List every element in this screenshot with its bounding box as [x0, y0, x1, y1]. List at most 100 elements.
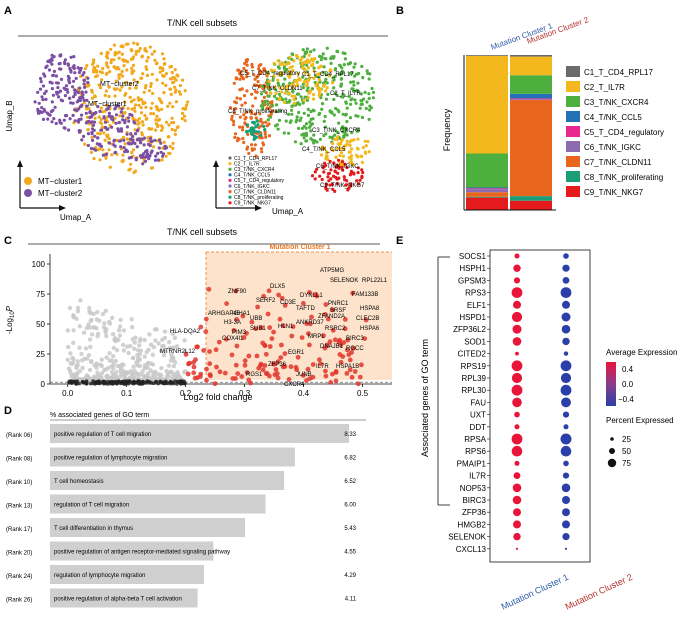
go-rank-label: (Rank 24)	[6, 574, 32, 580]
umap-point-c7	[232, 123, 236, 127]
umap-point-mt-cluster1	[124, 80, 128, 85]
dot-plot-gene-label: RPL39	[462, 374, 487, 383]
volcano-point-up	[350, 345, 356, 351]
volcano-point-ns	[103, 330, 108, 335]
stacked-bar-segment	[466, 196, 508, 198]
umap-point-mt-cluster1	[140, 131, 144, 135]
umap-point-c2	[315, 81, 320, 85]
volcano-point-up	[337, 337, 343, 343]
umap-point-mt-cluster2	[36, 90, 40, 94]
volcano-gene-label: CLEC2B	[356, 316, 379, 322]
umap-point-c3	[337, 121, 341, 125]
umap-point-mt-cluster2	[71, 113, 75, 117]
umap-point-mt-cluster2	[59, 67, 63, 71]
umap-point-mt-cluster2	[92, 120, 97, 124]
umap-point-c2	[292, 59, 296, 63]
umap-point-mt-cluster1	[118, 88, 122, 92]
umap-point-c7	[232, 111, 236, 115]
panel-d: D % associated genes of GO term (Rank 06…	[4, 405, 366, 608]
umap-point-mt-cluster1	[149, 106, 153, 110]
volcano-point-up	[349, 374, 355, 380]
umap-point-c7	[250, 65, 254, 69]
umap-point-mt-cluster1	[139, 97, 143, 102]
stacked-legend-label: C8_T/NK_proliferating	[584, 173, 663, 182]
volcano-point-ns	[132, 340, 137, 345]
umap-point-mt-cluster1	[117, 56, 121, 60]
volcano-point-ns	[96, 331, 101, 336]
umap-point-mt-cluster1	[120, 85, 124, 89]
umap-point-mt-cluster1	[152, 112, 156, 116]
umap-point-c9	[341, 168, 345, 172]
volcano-point-ns	[117, 324, 123, 329]
umap-point-mt-cluster2	[154, 154, 158, 158]
stacked-legend-label: C4_T/NK_CCL5	[584, 113, 642, 122]
umap-point-c3	[340, 126, 344, 130]
umap-point-c3	[320, 55, 324, 59]
volcano-gene-label: ANKRD37	[296, 320, 324, 326]
umap-point-c2	[367, 150, 371, 154]
go-term-label: positive regulation of T cell migration	[54, 432, 151, 438]
umap-point-mt-cluster1	[167, 151, 171, 155]
umap-point-mt-cluster2	[141, 154, 145, 158]
umap-point-c2	[351, 163, 355, 167]
umap-point-c3	[309, 137, 313, 141]
umap-point-c2	[277, 73, 281, 77]
dot-plot-dot-c1	[514, 424, 520, 430]
umap-point-mt-cluster2	[86, 120, 90, 124]
umap-point-c3	[304, 126, 308, 130]
umap-point-mt-cluster1	[181, 107, 185, 111]
umap-point-c7	[238, 97, 242, 101]
umap-point-c7	[253, 143, 257, 147]
umap-point-c7	[240, 87, 244, 91]
dot-plot-dot-c2	[563, 460, 569, 467]
umap-point-c3	[321, 70, 325, 75]
volcano-point-ns	[178, 375, 183, 380]
volcano-point-ns	[75, 305, 81, 311]
umap-point-mt-cluster2	[76, 66, 80, 70]
stacked-bar-segment	[510, 99, 552, 100]
volcano-point-up	[191, 364, 197, 370]
volcano-point-low	[80, 379, 85, 384]
umap-point-mt-cluster2	[90, 113, 94, 117]
umap-point-mt-cluster1	[133, 128, 137, 132]
umap-point-mt-cluster1	[83, 142, 87, 146]
umap-point-mt-cluster1	[119, 72, 123, 77]
volcano-point-ns	[66, 344, 71, 350]
umap-point-mt-cluster1	[154, 118, 158, 122]
volcano-gene-label: JUNB	[296, 372, 312, 378]
umap-point-mt-cluster1	[132, 106, 137, 110]
umap-point-c2	[366, 139, 370, 144]
umap-point-mt-cluster1	[171, 80, 176, 84]
umap-point-c2	[273, 85, 277, 89]
umap-point-c9	[335, 181, 339, 186]
umap-point-c3	[353, 98, 357, 102]
volcano-point-ns	[77, 324, 83, 329]
volcano-point-ns	[102, 321, 107, 326]
go-rank-label: (Rank 06)	[6, 433, 32, 439]
subset-label-c2: C2_T_IL7R	[330, 91, 361, 97]
umap-point-mt-cluster2	[72, 79, 76, 83]
umap-point-mt-cluster2	[68, 66, 72, 71]
volcano-gene-label: MTRNR2L12	[160, 349, 196, 355]
umap-point-mt-cluster1	[161, 68, 165, 73]
umap-point-mt-cluster1	[158, 65, 163, 70]
umap-point-c7	[242, 94, 247, 98]
umap-point-mt-cluster2	[36, 107, 40, 111]
umap-point-c3	[277, 92, 281, 96]
umap-point-c3	[338, 72, 342, 76]
umap-point-mt-cluster1	[93, 116, 97, 120]
volcano-point-ns	[161, 343, 166, 349]
umap-point-c2	[312, 97, 316, 101]
umap-point-mt-cluster1	[173, 128, 177, 133]
umap-point-mt-cluster1	[170, 127, 174, 132]
umap-legend-label: C6_T/NK_IGKC	[234, 184, 270, 190]
volcano-point-up	[345, 347, 350, 353]
umap-legend-label: C2_T_IL7R	[234, 161, 260, 167]
umap-point-c2	[291, 69, 295, 73]
volcano-point-ns	[168, 370, 173, 375]
umap-point-mt-cluster2	[120, 107, 124, 111]
umap-point-c7	[244, 110, 248, 114]
umap-point-mt-cluster2	[133, 141, 137, 146]
umap-point-c3	[321, 102, 325, 106]
umap-point-c3	[315, 140, 319, 144]
